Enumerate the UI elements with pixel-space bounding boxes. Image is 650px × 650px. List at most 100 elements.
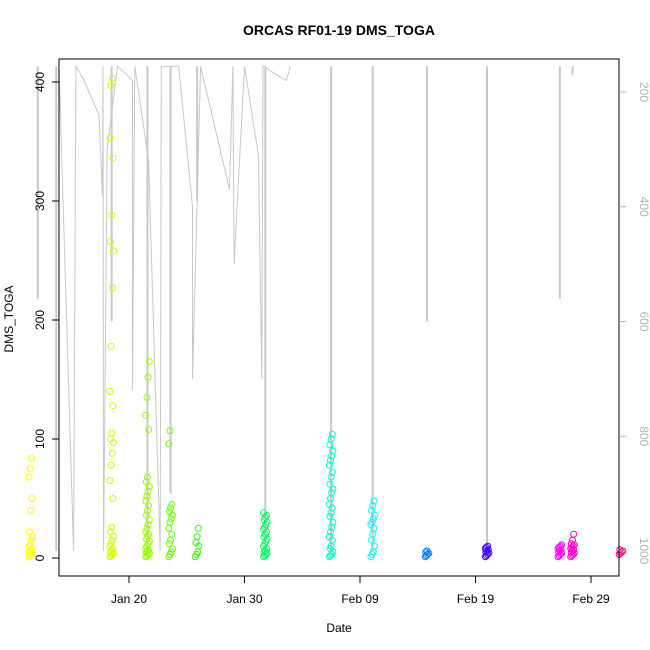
data-point xyxy=(106,387,114,395)
data-point xyxy=(570,530,578,538)
data-point xyxy=(107,461,115,469)
data-point xyxy=(142,411,150,419)
y-tick-label: 400 xyxy=(33,72,47,92)
overlay-lines xyxy=(36,64,574,552)
data-point xyxy=(327,435,335,443)
data-point xyxy=(167,536,175,544)
data-point xyxy=(26,552,34,560)
data-point xyxy=(556,542,564,550)
data-point xyxy=(369,502,377,510)
data-point xyxy=(168,500,176,508)
data-point xyxy=(27,506,35,514)
data-point xyxy=(368,518,376,526)
data-point xyxy=(325,533,333,541)
data-point xyxy=(144,473,151,481)
data-point xyxy=(109,495,117,502)
data-point xyxy=(107,342,115,350)
y-tick-label: 300 xyxy=(33,191,47,211)
data-point xyxy=(145,358,153,366)
data-point xyxy=(143,393,151,401)
x-tick-label: Feb 09 xyxy=(341,592,379,606)
data-point xyxy=(484,542,492,550)
data-point xyxy=(109,402,117,410)
y-right-tick-label: 800 xyxy=(637,426,650,446)
data-point xyxy=(167,548,175,556)
data-point xyxy=(145,426,153,433)
data-point xyxy=(144,506,151,514)
data-point xyxy=(554,545,562,552)
x-tick-label: Feb 19 xyxy=(457,592,495,606)
data-point xyxy=(168,530,176,538)
data-point xyxy=(142,528,150,536)
chart-title: ORCAS RF01-19 DMS_TOGA xyxy=(243,22,435,38)
data-point xyxy=(110,247,117,255)
data-points xyxy=(25,74,627,561)
data-point xyxy=(328,452,336,460)
data-point xyxy=(328,430,336,438)
axes: 0 100 200 300 400 200 400 600 800 1000 Jan 20 Jan 3… xyxy=(33,72,650,606)
data-point xyxy=(329,447,337,455)
data-point xyxy=(107,552,115,560)
data-point xyxy=(328,523,336,531)
data-point xyxy=(327,509,335,517)
data-point xyxy=(143,492,151,500)
overlay-line xyxy=(58,64,292,552)
data-point xyxy=(108,211,116,219)
y-right-tick-label: 200 xyxy=(637,82,650,102)
data-point xyxy=(327,456,334,464)
data-point xyxy=(616,546,624,554)
data-point xyxy=(144,521,152,529)
data-point xyxy=(326,480,334,488)
data-point xyxy=(555,543,563,551)
data-point xyxy=(108,523,116,531)
data-point xyxy=(368,506,375,514)
data-point xyxy=(108,74,116,82)
y-right-tick-label: 400 xyxy=(637,197,650,217)
data-point xyxy=(107,540,115,548)
data-point xyxy=(144,487,152,495)
data-point xyxy=(422,548,430,556)
data-point xyxy=(26,528,34,536)
data-point xyxy=(482,543,490,551)
data-point xyxy=(567,540,575,548)
data-point xyxy=(328,489,336,497)
y-axis-label: DMS_TOGA xyxy=(2,285,16,352)
data-point xyxy=(106,477,114,485)
data-point xyxy=(193,533,201,541)
data-point xyxy=(142,478,150,486)
data-point xyxy=(327,473,335,481)
data-point xyxy=(108,449,116,457)
x-tick-label: Feb 29 xyxy=(572,592,610,606)
data-point xyxy=(616,549,624,557)
data-point xyxy=(481,545,489,552)
data-point xyxy=(423,547,431,555)
data-point xyxy=(371,542,378,550)
data-point xyxy=(327,552,334,560)
data-point xyxy=(567,545,575,552)
data-point xyxy=(107,528,114,536)
x-tick-label: Jan 30 xyxy=(226,592,262,606)
data-point xyxy=(107,238,114,245)
data-point xyxy=(166,427,174,435)
data-point xyxy=(568,543,576,551)
data-point xyxy=(166,518,174,526)
data-point xyxy=(165,508,173,516)
data-point xyxy=(25,473,33,481)
data-point xyxy=(27,454,35,462)
data-point xyxy=(194,524,202,532)
y-right-tick-label: 1000 xyxy=(637,538,650,565)
x-axis-label: Date xyxy=(326,621,352,635)
data-point xyxy=(370,497,378,505)
y-tick-label: 200 xyxy=(33,310,47,330)
data-point xyxy=(327,528,334,536)
y-tick-label: 0 xyxy=(33,554,47,561)
y-right-tick-label: 600 xyxy=(637,311,650,331)
data-point xyxy=(26,540,34,548)
data-point xyxy=(142,511,150,519)
data-point xyxy=(27,536,35,544)
data-point xyxy=(109,154,117,162)
data-point xyxy=(165,524,173,532)
y-tick-label: 100 xyxy=(33,429,47,449)
data-point xyxy=(325,461,333,469)
